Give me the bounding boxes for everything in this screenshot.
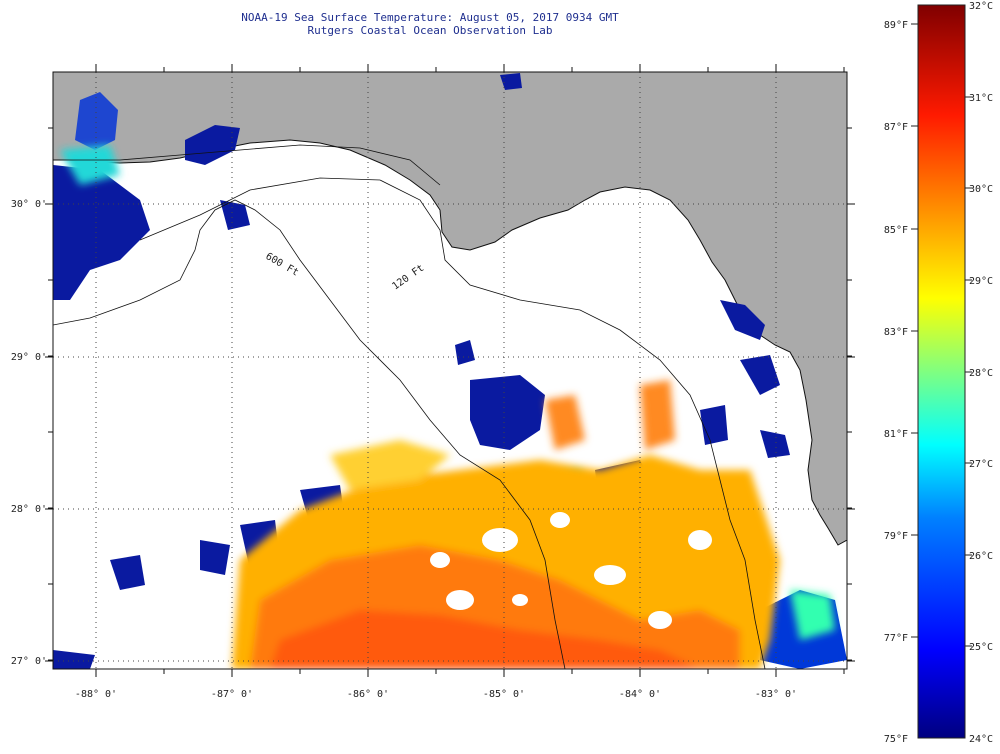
colorbar-c-label: 28°C	[969, 368, 993, 379]
warm-water-region	[232, 380, 780, 669]
lon-label: -86° 0'	[347, 689, 389, 700]
cloud-gaps	[430, 512, 712, 629]
colorbar-f-label: 85°F	[884, 225, 908, 236]
colorbar	[917, 4, 966, 739]
lon-label: -85° 0'	[483, 689, 525, 700]
colorbar-f-label: 87°F	[884, 122, 908, 133]
colorbar-c-label: 25°C	[969, 642, 993, 653]
lat-label: 29° 0'	[11, 352, 47, 363]
colorbar-ticks	[911, 23, 972, 647]
lon-label: -84° 0'	[619, 689, 661, 700]
colorbar-f-label: 77°F	[884, 633, 908, 644]
lat-label: 28° 0'	[11, 504, 47, 515]
colorbar-c-label: 29°C	[969, 276, 993, 287]
bathymetry-contours	[53, 144, 766, 669]
colorbar-f-label: 75°F	[884, 734, 908, 745]
lon-label: -87° 0'	[211, 689, 253, 700]
lat-label: 27° 0'	[11, 656, 47, 667]
map-subtitle: Rutgers Coastal Ocean Observation Lab	[307, 24, 553, 37]
colorbar-f-label: 89°F	[884, 20, 908, 31]
map-title: NOAA-19 Sea Surface Temperature: August …	[241, 11, 619, 24]
land-mass	[53, 72, 847, 546]
cold-water-patches	[53, 73, 847, 669]
colorbar-c-label: 26°C	[969, 551, 993, 562]
map-border	[52, 71, 848, 670]
colorbar-f-label: 81°F	[884, 429, 908, 440]
colorbar-c-label: 32°C	[969, 1, 993, 12]
axis-ticks	[45, 64, 855, 677]
colorbar-f-label: 83°F	[884, 327, 908, 338]
lat-label: 30° 0'	[11, 199, 47, 210]
colorbar-c-label: 27°C	[969, 459, 993, 470]
lon-label: -88° 0'	[75, 689, 117, 700]
colorbar-f-label: 79°F	[884, 531, 908, 542]
lon-label: -83° 0'	[755, 689, 797, 700]
colorbar-c-label: 31°C	[969, 93, 993, 104]
colorbar-c-label: 24°C	[969, 734, 993, 745]
colorbar-c-label: 30°C	[969, 184, 993, 195]
